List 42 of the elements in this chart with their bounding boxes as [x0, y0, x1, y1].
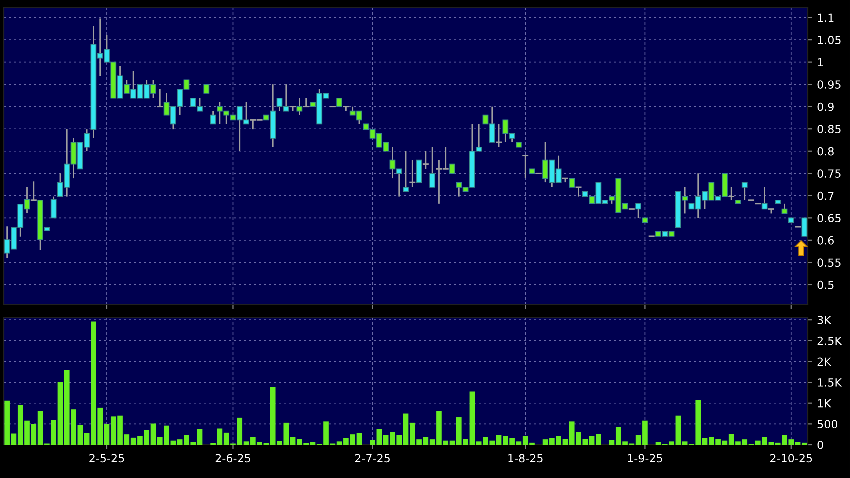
candlestick — [450, 164, 456, 174]
candlestick — [50, 196, 57, 219]
y-tick-label: 0.8 — [818, 147, 834, 156]
y-tick-label: 0 — [818, 440, 824, 450]
candlestick — [728, 186, 736, 202]
candlestick — [403, 150, 409, 193]
y-tick-label: 1.1 — [818, 14, 834, 22]
y-tick-label: 1.5K — [818, 378, 842, 387]
candlestick — [342, 106, 350, 112]
candlestick — [30, 180, 38, 202]
y-tick-label: 0.85 — [818, 125, 841, 134]
x-tick-label: 2-5-25 — [90, 454, 124, 463]
candlestick — [416, 160, 422, 183]
y-tick-label: 0.6 — [818, 236, 834, 245]
y-tick-label: 2.5K — [818, 336, 842, 346]
y-tick-label: 0.95 — [818, 80, 841, 89]
y-tick-label: 0.5 — [818, 280, 834, 290]
y-tick-label: 0.55 — [818, 258, 841, 268]
x-tick-label: 1-8-25 — [508, 454, 543, 463]
y-tick-label: 0.9 — [818, 102, 834, 112]
y-tick-label: 2K — [818, 358, 832, 366]
y-tick-label: 1K — [818, 399, 832, 408]
y-tick-label: 0.65 — [818, 214, 841, 223]
candlestick — [742, 182, 748, 202]
candlestick — [782, 203, 788, 214]
y-tick-label: 500 — [818, 420, 838, 429]
y-tick-label: 0.7 — [818, 192, 834, 200]
x-tick-label: 2-10-25 — [770, 454, 812, 463]
candlestick — [210, 110, 216, 125]
x-tick-label: 2-6-25 — [216, 454, 250, 463]
candlestick — [302, 98, 310, 108]
candlestick — [422, 150, 430, 170]
y-tick-label: 1.05 — [818, 36, 841, 44]
y-tick-label: 3K — [818, 316, 832, 324]
candlestick — [522, 155, 530, 180]
y-tick-label: 0.75 — [818, 170, 841, 178]
x-tick-label: 2-7-25 — [355, 454, 390, 463]
y-tick-label: 1 — [818, 58, 824, 67]
x-tick-label: 1-9-25 — [628, 454, 662, 463]
candlestick — [156, 88, 164, 108]
candlestick — [430, 146, 436, 188]
candlestick — [802, 218, 808, 237]
